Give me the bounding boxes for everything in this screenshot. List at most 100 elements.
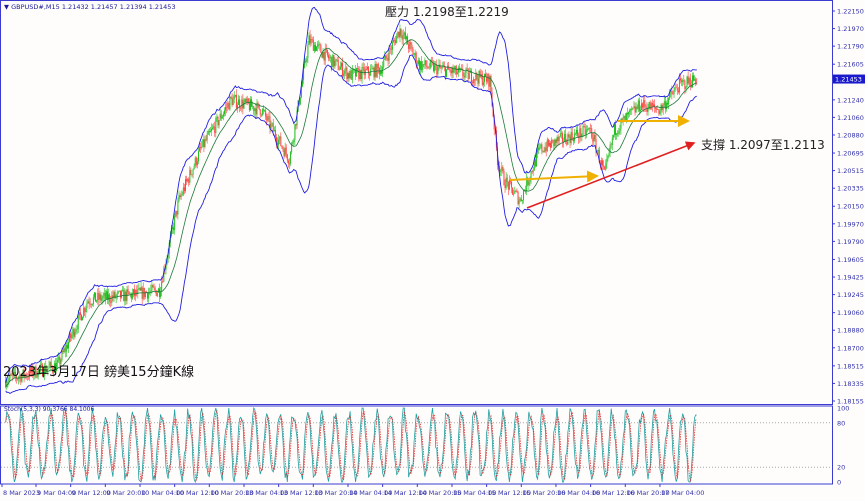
candle [346,67,348,79]
current-price-tag [833,74,865,84]
y-tick-label: 1.19060 [837,309,864,317]
candle [322,51,324,58]
candle [49,362,51,366]
candle [255,108,257,115]
candle [521,199,523,202]
candle [41,364,43,377]
candle [143,287,145,297]
candle [256,102,258,115]
candle [152,285,154,288]
x-tick-label: 13 Mar 04:00 [245,489,288,497]
y-tick-label: 1.21060 [837,114,864,122]
candle [403,32,405,35]
candle [106,291,108,300]
candle [213,126,215,128]
candle [349,70,351,79]
candle [5,380,7,387]
x-tick-label: 14 Mar 12:00 [384,489,427,497]
candle [478,70,480,84]
candle [376,63,378,77]
price-pane-frame [0,0,833,405]
y-tick-label: 1.18155 [837,398,864,406]
candle [629,110,631,113]
candle [363,67,365,76]
candle [320,45,322,53]
candle [383,60,385,67]
candle [155,290,157,296]
y-tick-label: 1.20695 [837,150,864,158]
candle [687,76,689,84]
candle [680,78,682,81]
candle [98,293,100,300]
candle [96,300,98,302]
candle [140,287,142,291]
candle [111,295,113,303]
candle [413,55,415,56]
candle [654,104,656,108]
candle [67,342,69,349]
candle [16,376,18,379]
candle [182,187,184,195]
candle [358,69,360,80]
candle [348,73,350,79]
candle [282,147,284,150]
candle [156,292,158,296]
candle [90,304,92,306]
candle [356,68,358,77]
candle [281,145,283,148]
stoch-label: Stoch(5,3,3) 90.3766 84.1006 [4,406,95,413]
candle [412,48,414,56]
candle [154,288,156,291]
candle [307,44,309,59]
candle [175,210,177,217]
candle [407,36,409,45]
candle [183,187,185,192]
candle [272,123,274,132]
candle [522,190,524,200]
symbol-name: GBPUSD#,M15 [11,3,60,11]
candle [147,292,149,299]
candle [512,187,514,195]
candle [511,181,513,188]
candle [379,70,381,75]
candle [542,150,544,152]
candle [287,160,289,164]
candle [463,76,465,78]
candle [608,152,610,156]
x-tick-label: 10 Mar 20:00 [210,489,253,497]
candle [331,56,333,68]
candle [641,103,643,110]
candle [148,292,150,299]
candle [572,138,574,142]
dropdown-triangle-icon[interactable]: ▼ [4,3,9,11]
candle [532,170,534,173]
y-tick-label: 1.20515 [837,167,864,175]
candle [373,67,375,78]
candle [137,288,139,295]
candle [311,39,313,40]
candle [420,61,422,70]
candle [576,129,578,134]
candle [340,62,342,67]
candle [505,177,507,188]
candle [65,344,67,352]
candle [411,44,413,49]
candle [667,102,669,105]
candle [366,66,368,70]
candle [132,289,134,294]
candle [621,118,623,120]
candle [58,356,60,361]
candle [296,110,298,126]
candle [672,94,674,95]
x-tick-label: 14 Mar 20:00 [418,489,461,497]
candle [518,200,520,205]
candle [538,147,540,151]
candle [74,332,76,337]
candle [665,102,667,110]
candle [642,103,644,108]
candle [280,136,282,146]
candle [570,132,572,144]
candle [658,109,660,114]
candle [446,69,448,77]
